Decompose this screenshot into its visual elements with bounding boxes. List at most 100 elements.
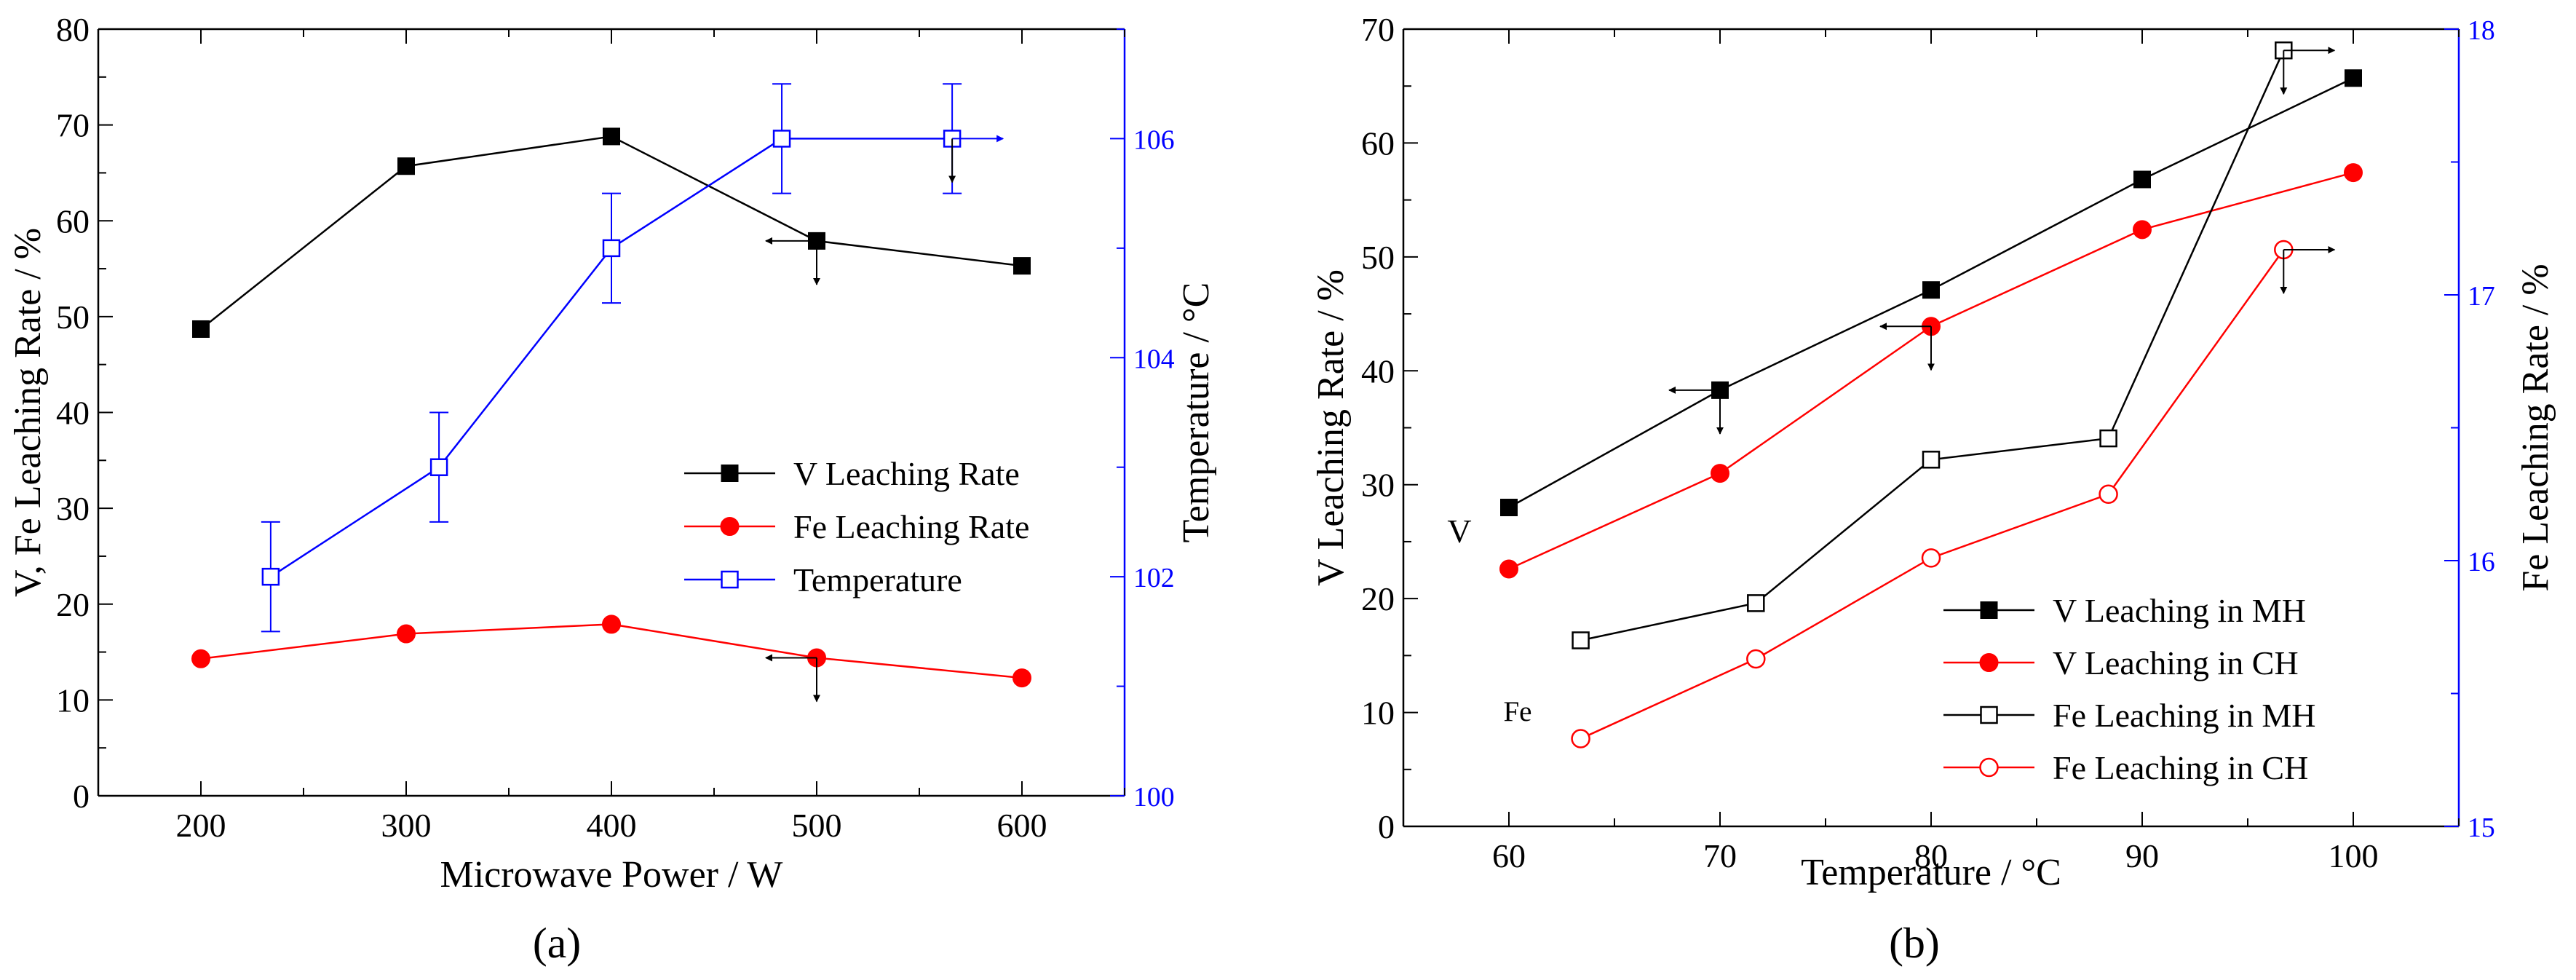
annotation-label: V bbox=[1447, 513, 1471, 550]
data-point bbox=[2099, 429, 2117, 448]
legend-marker bbox=[1980, 601, 1998, 619]
legend-label: V Leaching in CH bbox=[2053, 644, 2299, 681]
x-tick-label: 400 bbox=[587, 807, 637, 844]
legend-marker bbox=[721, 570, 739, 589]
y-tick-label-left: 10 bbox=[56, 681, 90, 719]
data-point bbox=[1499, 559, 1518, 579]
data-point bbox=[2133, 220, 2152, 240]
y-tick-label-left: 30 bbox=[1361, 467, 1395, 504]
data-point bbox=[1921, 548, 1941, 568]
y-axis-title-left: V Leaching Rate / % bbox=[1310, 269, 1352, 586]
y-tick-label-left: 70 bbox=[1361, 11, 1395, 48]
data-point bbox=[1012, 668, 1031, 688]
data-point bbox=[1500, 499, 1518, 516]
legend-label: Fe Leaching Rate bbox=[793, 508, 1029, 545]
legend-item: Temperature bbox=[684, 561, 962, 598]
y-tick-label-right: 106 bbox=[1133, 125, 1175, 155]
x-tick-label: 600 bbox=[997, 807, 1047, 844]
y-tick-label-right: 18 bbox=[2468, 15, 2495, 46]
data-point bbox=[1013, 257, 1031, 275]
y-tick-label-left: 60 bbox=[56, 202, 90, 240]
data-point bbox=[2344, 163, 2363, 183]
x-tick-label: 100 bbox=[2329, 837, 2379, 874]
series-fe-leaching-rate bbox=[191, 615, 1031, 688]
data-point bbox=[397, 157, 415, 175]
series-fe-leaching-in-mh bbox=[1572, 41, 2293, 649]
legend-item: Fe Leaching in MH bbox=[1943, 697, 2316, 734]
legend-item: V Leaching Rate bbox=[684, 455, 1020, 492]
x-tick-label: 70 bbox=[1703, 837, 1737, 874]
data-point bbox=[602, 239, 621, 258]
x-axis-title: Temperature / °C bbox=[1801, 852, 2061, 893]
data-point bbox=[772, 130, 791, 148]
legend-marker bbox=[1979, 757, 1999, 778]
y-tick-label-right: 104 bbox=[1133, 344, 1175, 374]
x-tick-label: 90 bbox=[2125, 837, 2159, 874]
data-point bbox=[1922, 281, 1940, 299]
legend-marker bbox=[721, 465, 739, 482]
y-axis-title-right: Fe Leaching Rate / % bbox=[2515, 264, 2556, 591]
data-point bbox=[1746, 649, 1766, 669]
y-axis-title-left: V, Fe Leaching Rate / % bbox=[7, 228, 49, 597]
legend-label: Fe Leaching in CH bbox=[2053, 749, 2308, 786]
y-tick-label-left: 0 bbox=[73, 778, 90, 815]
data-point bbox=[261, 567, 280, 586]
data-point bbox=[429, 458, 448, 476]
y-tick-label-left: 60 bbox=[1361, 125, 1395, 162]
annotation-label: Fe bbox=[1503, 696, 1531, 727]
x-tick-label: 500 bbox=[792, 807, 842, 844]
data-point bbox=[1571, 729, 1590, 748]
legend: V Leaching in MH V Leaching in CH Fe Leach… bbox=[1943, 592, 2316, 786]
legend-item: V Leaching in MH bbox=[1943, 592, 2306, 629]
legend-label: V Leaching in MH bbox=[2053, 592, 2306, 629]
y-tick-label-left: 50 bbox=[1361, 239, 1395, 276]
data-point bbox=[191, 649, 210, 668]
x-tick-label: 80 bbox=[1914, 837, 1948, 874]
y-tick-label-left: 0 bbox=[1378, 808, 1395, 845]
y-tick-label-left: 20 bbox=[56, 586, 90, 623]
legend-label: V Leaching Rate bbox=[793, 455, 1020, 492]
y-tick-label-right: 15 bbox=[2468, 813, 2495, 843]
series-v-leaching-in-mh bbox=[1500, 69, 2362, 516]
panel-label: (a) bbox=[533, 919, 581, 967]
y-tick-label-left: 80 bbox=[56, 11, 90, 48]
y-tick-label-left: 70 bbox=[56, 107, 90, 144]
x-tick-label: 300 bbox=[381, 807, 432, 844]
data-point bbox=[2345, 69, 2362, 87]
y-tick-label-right: 17 bbox=[2468, 281, 2495, 312]
y-tick-label-right: 100 bbox=[1133, 782, 1175, 813]
legend-item: V Leaching in CH bbox=[1943, 644, 2299, 681]
y-tick-label-left: 40 bbox=[1361, 352, 1395, 390]
y-axis-title-right: Temperature / °C bbox=[1176, 282, 1217, 543]
y-tick-label-left: 50 bbox=[56, 299, 90, 336]
data-point bbox=[2099, 484, 2118, 504]
y-tick-label-left: 20 bbox=[1361, 580, 1395, 617]
series-fe-leaching-in-ch bbox=[1571, 240, 2294, 748]
y-tick-label-left: 40 bbox=[56, 395, 90, 432]
series-temperature bbox=[261, 83, 962, 633]
legend-label: Temperature bbox=[793, 561, 962, 598]
data-point bbox=[397, 624, 416, 644]
data-point bbox=[1922, 451, 1941, 469]
data-point bbox=[1711, 464, 1729, 483]
data-point bbox=[1747, 594, 1765, 612]
chart-panel-a: 200 300 400 500 600 0 10 20 30 40 50 60 70 80 100 102 10… bbox=[7, 11, 1217, 967]
y-tick-label-right: 102 bbox=[1133, 563, 1175, 593]
legend-item: Fe Leaching in CH bbox=[1943, 749, 2308, 786]
legend: V Leaching Rate Fe Leaching Rate Temperatu… bbox=[684, 455, 1029, 598]
legend-item: Fe Leaching Rate bbox=[684, 508, 1029, 545]
series-line bbox=[1508, 171, 2354, 570]
data-point bbox=[603, 127, 620, 146]
x-axis-title: Microwave Power / W bbox=[440, 854, 783, 896]
series-v-leaching-in-ch bbox=[1499, 163, 2363, 579]
data-point bbox=[192, 320, 210, 338]
legend-marker bbox=[1980, 706, 1998, 724]
data-point bbox=[1572, 631, 1590, 649]
data-point bbox=[602, 615, 621, 634]
chart-panel-b: 60 70 80 90 100 0 10 20 30 40 50 60 70 15 16 17 18 Temper… bbox=[1310, 11, 2556, 967]
data-point bbox=[2133, 170, 2151, 189]
panel-label: (b) bbox=[1889, 919, 1940, 967]
x-tick-label: 200 bbox=[176, 807, 226, 844]
x-tick-label: 60 bbox=[1492, 837, 1526, 874]
legend-label: Fe Leaching in MH bbox=[2053, 697, 2316, 734]
